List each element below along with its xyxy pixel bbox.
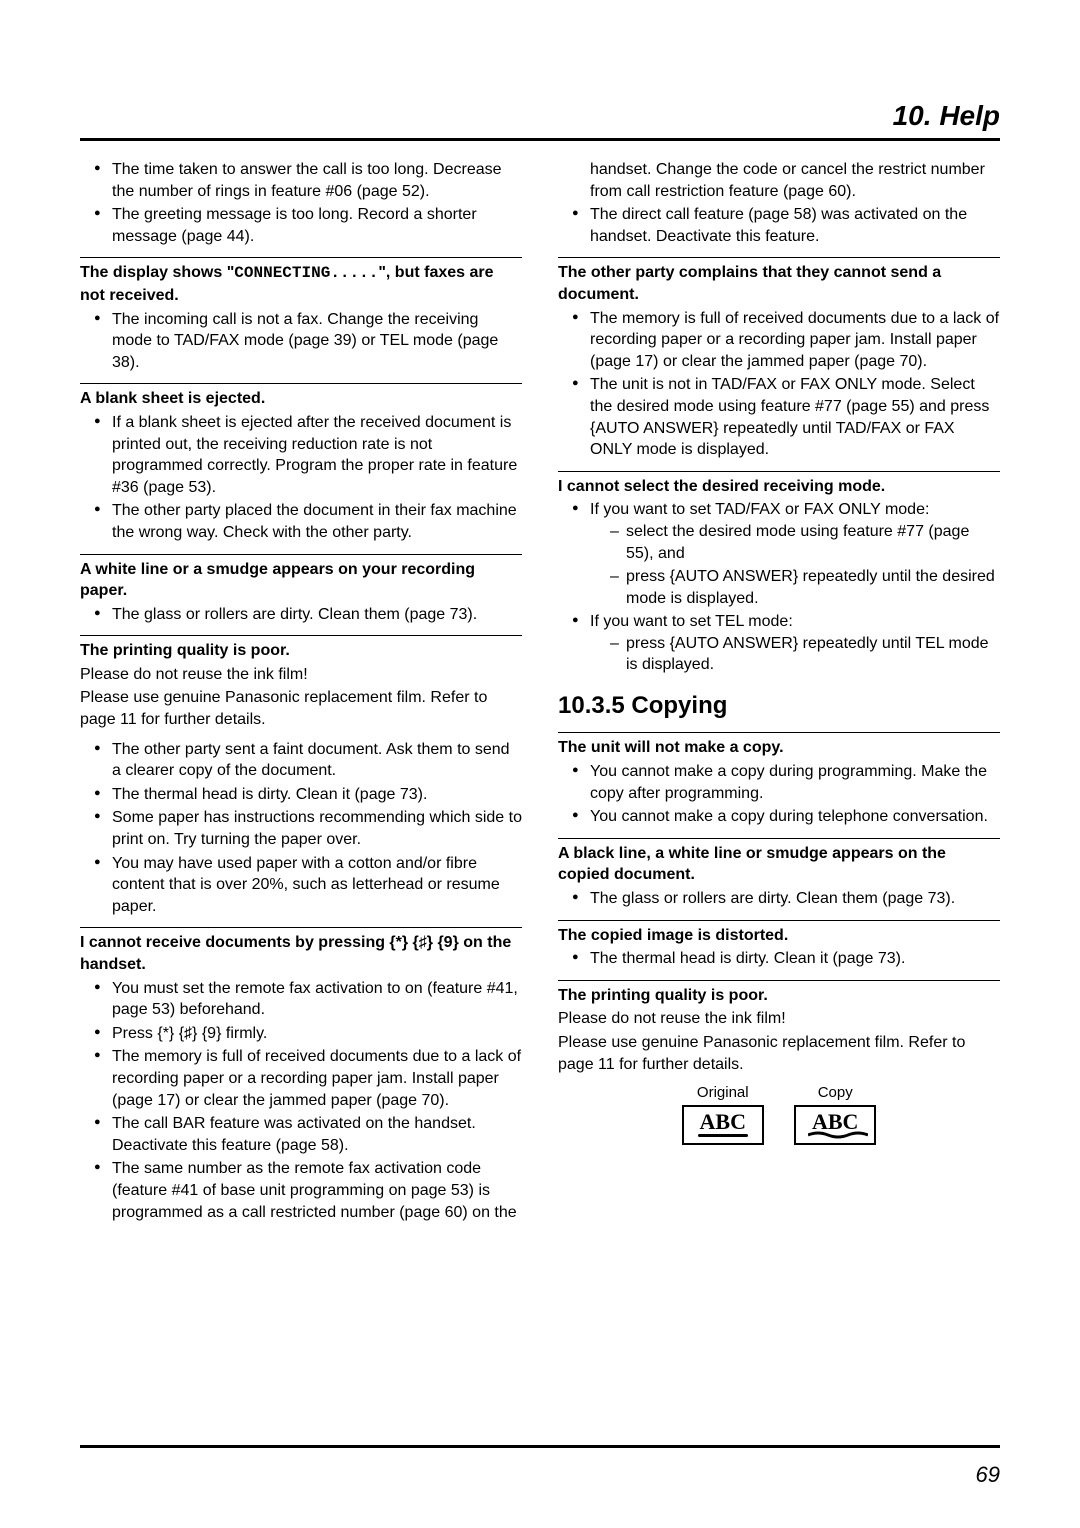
underline-icon bbox=[698, 1134, 748, 1137]
list-item: The greeting message is too long. Record… bbox=[98, 204, 522, 247]
text: If you want to set TEL mode: bbox=[590, 613, 793, 630]
footer-rule bbox=[80, 1445, 1000, 1448]
block-title-unit-copy: The unit will not make a copy. bbox=[558, 737, 1000, 759]
block-title-white-line: A white line or a smudge appears on your… bbox=[80, 559, 522, 602]
bullets: You must set the remote fax activation t… bbox=[80, 978, 522, 1224]
section-heading-copying: 10.3.5 Copying bbox=[558, 690, 1000, 722]
dash-item: select the desired mode using feature #7… bbox=[610, 521, 1000, 564]
dash-item: press {AUTO ANSWER} repeatedly until the… bbox=[610, 566, 1000, 609]
abc-diagram: Original ABC Copy ABC bbox=[558, 1083, 1000, 1145]
bullets: The incoming call is not a fax. Change t… bbox=[80, 309, 522, 374]
block-title-blank-sheet: A blank sheet is ejected. bbox=[80, 388, 522, 410]
divider bbox=[80, 257, 522, 258]
chapter-header: 10. Help bbox=[80, 100, 1000, 141]
list-item: The thermal head is dirty. Clean it (pag… bbox=[576, 948, 1000, 970]
bullets: You cannot make a copy during programmin… bbox=[558, 761, 1000, 828]
list-item: If you want to set TEL mode: press {AUTO… bbox=[576, 611, 1000, 676]
list-item: The incoming call is not a fax. Change t… bbox=[98, 309, 522, 374]
bullets: The other party sent a faint document. A… bbox=[80, 739, 522, 918]
right-column: handset. Change the code or cancel the r… bbox=[558, 159, 1000, 1229]
paragraph: Please use genuine Panasonic replacement… bbox=[80, 687, 522, 730]
divider bbox=[558, 920, 1000, 921]
bullets: The direct call feature (page 58) was ac… bbox=[558, 204, 1000, 247]
list-item: You must set the remote fax activation t… bbox=[98, 978, 522, 1021]
bullets: If you want to set TAD/FAX or FAX ONLY m… bbox=[558, 499, 1000, 676]
dash-list: press {AUTO ANSWER} repeatedly until TEL… bbox=[590, 633, 1000, 676]
list-item: If a blank sheet is ejected after the re… bbox=[98, 412, 522, 498]
list-item: You cannot make a copy during telephone … bbox=[576, 806, 1000, 828]
divider bbox=[80, 635, 522, 636]
intro-bullets: The time taken to answer the call is too… bbox=[80, 159, 522, 247]
list-item: Press {*} {♯} {9} firmly. bbox=[98, 1023, 522, 1045]
list-item: The glass or rollers are dirty. Clean th… bbox=[576, 888, 1000, 910]
list-item: The memory is full of received documents… bbox=[98, 1046, 522, 1111]
block-title-print-quality: The printing quality is poor. bbox=[80, 640, 522, 662]
divider bbox=[558, 980, 1000, 981]
bullets: The glass or rollers are dirty. Clean th… bbox=[80, 604, 522, 626]
list-item: The other party sent a faint document. A… bbox=[98, 739, 522, 782]
divider bbox=[558, 732, 1000, 733]
block-title-connecting: The display shows "CONNECTING.....", but… bbox=[80, 262, 522, 306]
divider bbox=[558, 257, 1000, 258]
list-item: The thermal head is dirty. Clean it (pag… bbox=[98, 784, 522, 806]
divider bbox=[558, 838, 1000, 839]
block-title-cannot-receive: I cannot receive documents by pressing {… bbox=[80, 932, 522, 975]
mono-text: CONNECTING..... bbox=[234, 264, 378, 282]
list-item: The unit is not in TAD/FAX or FAX ONLY m… bbox=[576, 374, 1000, 460]
block-title-black-line: A black line, a white line or smudge app… bbox=[558, 843, 1000, 886]
list-item: The call BAR feature was activated on th… bbox=[98, 1113, 522, 1156]
list-item: Some paper has instructions recommending… bbox=[98, 807, 522, 850]
list-item: The glass or rollers are dirty. Clean th… bbox=[98, 604, 522, 626]
divider bbox=[558, 471, 1000, 472]
paragraph: Please do not reuse the ink film! bbox=[558, 1008, 1000, 1030]
diagram-original: Original ABC bbox=[682, 1083, 764, 1145]
continuation-text: handset. Change the code or cancel the r… bbox=[558, 159, 1000, 202]
paragraph: Please do not reuse the ink film! bbox=[80, 664, 522, 686]
list-item: The same number as the remote fax activa… bbox=[98, 1158, 522, 1223]
list-item: You cannot make a copy during programmin… bbox=[576, 761, 1000, 804]
list-item: The time taken to answer the call is too… bbox=[98, 159, 522, 202]
block-title-cannot-select: I cannot select the desired receiving mo… bbox=[558, 476, 1000, 498]
list-item: The direct call feature (page 58) was ac… bbox=[576, 204, 1000, 247]
divider bbox=[80, 383, 522, 384]
dash-list: select the desired mode using feature #7… bbox=[590, 521, 1000, 609]
left-column: The time taken to answer the call is too… bbox=[80, 159, 522, 1229]
diagram-copy: Copy ABC bbox=[794, 1083, 876, 1145]
page-number: 69 bbox=[976, 1462, 1000, 1488]
bullets: The memory is full of received documents… bbox=[558, 308, 1000, 461]
list-item: If you want to set TAD/FAX or FAX ONLY m… bbox=[576, 499, 1000, 609]
list-item: You may have used paper with a cotton an… bbox=[98, 853, 522, 918]
divider bbox=[80, 927, 522, 928]
block-title-print-quality2: The printing quality is poor. bbox=[558, 985, 1000, 1007]
diagram-label-copy: Copy bbox=[794, 1083, 876, 1103]
block-title-other-party: The other party complains that they cann… bbox=[558, 262, 1000, 305]
block-title-distorted: The copied image is distorted. bbox=[558, 925, 1000, 947]
dash-item: press {AUTO ANSWER} repeatedly until TEL… bbox=[610, 633, 1000, 676]
abc-box-copy: ABC bbox=[794, 1105, 876, 1145]
list-item: The memory is full of received documents… bbox=[576, 308, 1000, 373]
divider bbox=[80, 554, 522, 555]
content-columns: The time taken to answer the call is too… bbox=[80, 159, 1000, 1229]
list-item: The other party placed the document in t… bbox=[98, 500, 522, 543]
text: The display shows " bbox=[80, 264, 234, 281]
abc-box-original: ABC bbox=[682, 1105, 764, 1145]
bullets: If a blank sheet is ejected after the re… bbox=[80, 412, 522, 544]
bullets: The glass or rollers are dirty. Clean th… bbox=[558, 888, 1000, 910]
wavy-underline-icon bbox=[808, 1131, 868, 1139]
paragraph: Please use genuine Panasonic replacement… bbox=[558, 1032, 1000, 1075]
abc-text: ABC bbox=[700, 1109, 746, 1134]
text: If you want to set TAD/FAX or FAX ONLY m… bbox=[590, 501, 929, 518]
diagram-label-original: Original bbox=[682, 1083, 764, 1103]
bullets: The thermal head is dirty. Clean it (pag… bbox=[558, 948, 1000, 970]
